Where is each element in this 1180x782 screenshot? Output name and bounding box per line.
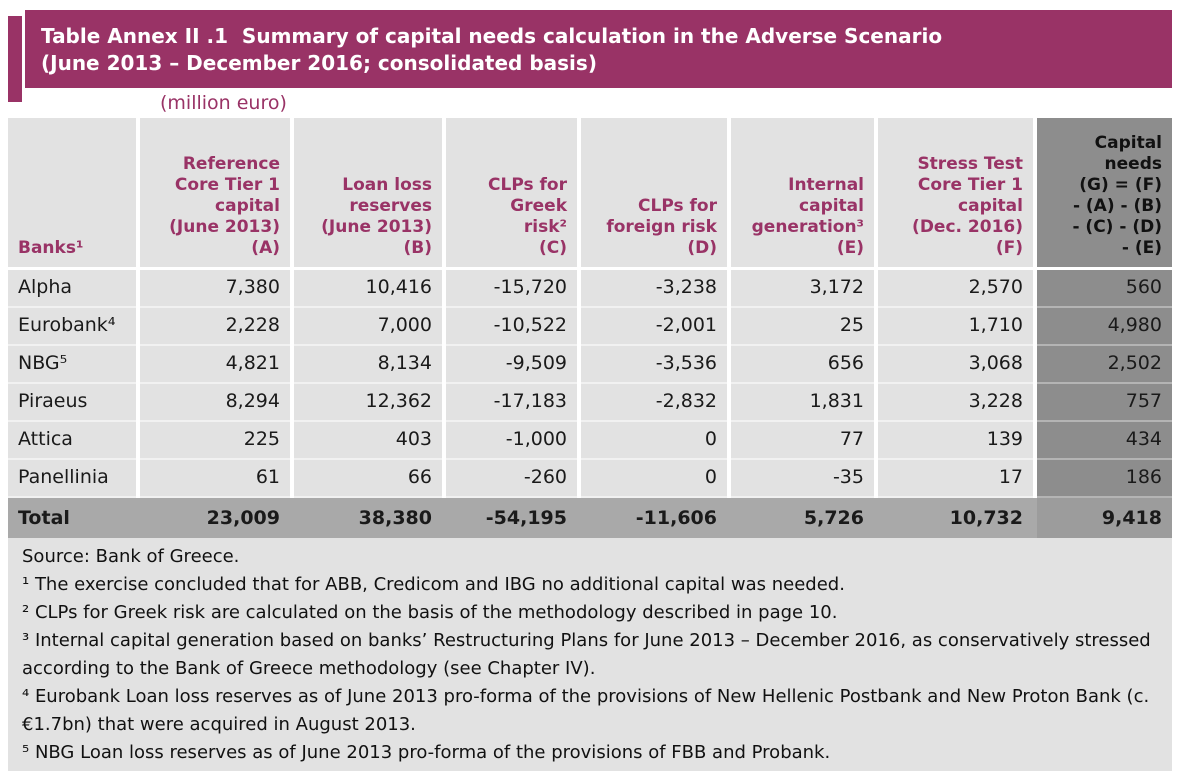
table-cell: 12,362 bbox=[294, 384, 442, 422]
table-title-bar: Table Annex II .1 Summary of capital nee… bbox=[25, 10, 1172, 88]
column-header-clps-foreign-risk: CLPs for foreign risk (D) bbox=[581, 118, 727, 270]
column-header-internal-capital-generation: Internal capital generation³ (E) bbox=[731, 118, 874, 270]
total-cell: 38,380 bbox=[358, 507, 432, 529]
total-cell: -11,606 bbox=[635, 507, 717, 529]
table-cell: -260 bbox=[446, 460, 577, 498]
capital-needs-cell: 434 bbox=[1037, 422, 1172, 460]
total-row: Total 23,009 38,380 -54,195 -11,606 5,72… bbox=[8, 498, 1172, 538]
table-cell: 225 bbox=[140, 422, 290, 460]
capital-needs-table: Banks¹ Reference Core Tier 1 capital (Ju… bbox=[8, 118, 1172, 498]
table-cell: 139 bbox=[878, 422, 1033, 460]
table-cell: 66 bbox=[294, 460, 442, 498]
capital-needs-cell: 757 bbox=[1037, 384, 1172, 422]
table-cell: 7,380 bbox=[140, 270, 290, 308]
table-cell: -2,001 bbox=[581, 308, 727, 346]
table-cell: 8,294 bbox=[140, 384, 290, 422]
table-cell: -1,000 bbox=[446, 422, 577, 460]
table-cell: 8,134 bbox=[294, 346, 442, 384]
column-header-capital-needs: Capital needs (G) = (F) - (A) - (B) - (C… bbox=[1037, 118, 1172, 270]
table-cell: 0 bbox=[581, 422, 727, 460]
table-cell: 25 bbox=[731, 308, 874, 346]
table-cell: 10,416 bbox=[294, 270, 442, 308]
total-label: Total bbox=[18, 507, 70, 529]
bank-name-cell: Panellinia bbox=[8, 460, 136, 498]
table-cell: 2,228 bbox=[140, 308, 290, 346]
table-cell: -3,238 bbox=[581, 270, 727, 308]
total-cell: 5,726 bbox=[803, 507, 864, 529]
table-cell: 1,831 bbox=[731, 384, 874, 422]
source-note: Source: Bank of Greece. bbox=[22, 546, 240, 567]
total-cell: 10,732 bbox=[949, 507, 1023, 529]
table-cell: -15,720 bbox=[446, 270, 577, 308]
bank-name-cell: Attica bbox=[8, 422, 136, 460]
column-header-clps-greek-risk: CLPs for Greek risk² (C) bbox=[446, 118, 577, 270]
table-title-line1: Table Annex II .1 Summary of capital nee… bbox=[41, 24, 943, 48]
table-cell: -17,183 bbox=[446, 384, 577, 422]
table-cell: -3,536 bbox=[581, 346, 727, 384]
capital-needs-cell: 2,502 bbox=[1037, 346, 1172, 384]
table-cell: 3,172 bbox=[731, 270, 874, 308]
total-cell: 23,009 bbox=[206, 507, 280, 529]
footnote-1: ¹ The exercise concluded that for ABB, C… bbox=[22, 574, 845, 595]
table-cell: -35 bbox=[731, 460, 874, 498]
table-cell: -10,522 bbox=[446, 308, 577, 346]
capital-needs-cell: 560 bbox=[1037, 270, 1172, 308]
footnote-3: ³ Internal capital generation based on b… bbox=[22, 630, 1151, 679]
table-cell: 2,570 bbox=[878, 270, 1033, 308]
table-cell: 3,228 bbox=[878, 384, 1033, 422]
table-cell: 77 bbox=[731, 422, 874, 460]
table-cell: -9,509 bbox=[446, 346, 577, 384]
footnote-4: ⁴ Eurobank Loan loss reserves as of June… bbox=[22, 686, 1150, 735]
column-header-loan-loss-reserves: Loan loss reserves (June 2013) (B) bbox=[294, 118, 442, 270]
capital-needs-cell: 4,980 bbox=[1037, 308, 1172, 346]
bank-name-cell: Eurobank⁴ bbox=[8, 308, 136, 346]
table-cell: 61 bbox=[140, 460, 290, 498]
table-title-line2: (June 2013 – December 2016; consolidated… bbox=[41, 51, 597, 75]
footnote-5: ⁵ NBG Loan loss reserves as of June 2013… bbox=[22, 742, 831, 763]
footnote-2: ² CLPs for Greek risk are calculated on … bbox=[22, 602, 838, 623]
table-cell: 1,710 bbox=[878, 308, 1033, 346]
table-cell: -2,832 bbox=[581, 384, 727, 422]
bank-name-cell: NBG⁵ bbox=[8, 346, 136, 384]
footnotes-block: Source: Bank of Greece. ¹ The exercise c… bbox=[8, 538, 1172, 771]
bank-name-cell: Piraeus bbox=[8, 384, 136, 422]
table-cell: 17 bbox=[878, 460, 1033, 498]
total-capital-needs-cell: 9,418 bbox=[1037, 498, 1172, 538]
bank-name-cell: Alpha bbox=[8, 270, 136, 308]
column-header-reference-core-tier1: Reference Core Tier 1 capital (June 2013… bbox=[140, 118, 290, 270]
table-cell: 0 bbox=[581, 460, 727, 498]
table-cell: 3,068 bbox=[878, 346, 1033, 384]
table-cell: 656 bbox=[731, 346, 874, 384]
title-bar-accent bbox=[8, 16, 22, 102]
total-cell: -54,195 bbox=[485, 507, 567, 529]
table-cell: 4,821 bbox=[140, 346, 290, 384]
table-cell: 7,000 bbox=[294, 308, 442, 346]
column-header-stress-test-core-tier1: Stress Test Core Tier 1 capital (Dec. 20… bbox=[878, 118, 1033, 270]
capital-needs-cell: 186 bbox=[1037, 460, 1172, 498]
unit-label: (million euro) bbox=[160, 92, 287, 114]
column-header-banks: Banks¹ bbox=[8, 118, 136, 270]
table-cell: 403 bbox=[294, 422, 442, 460]
